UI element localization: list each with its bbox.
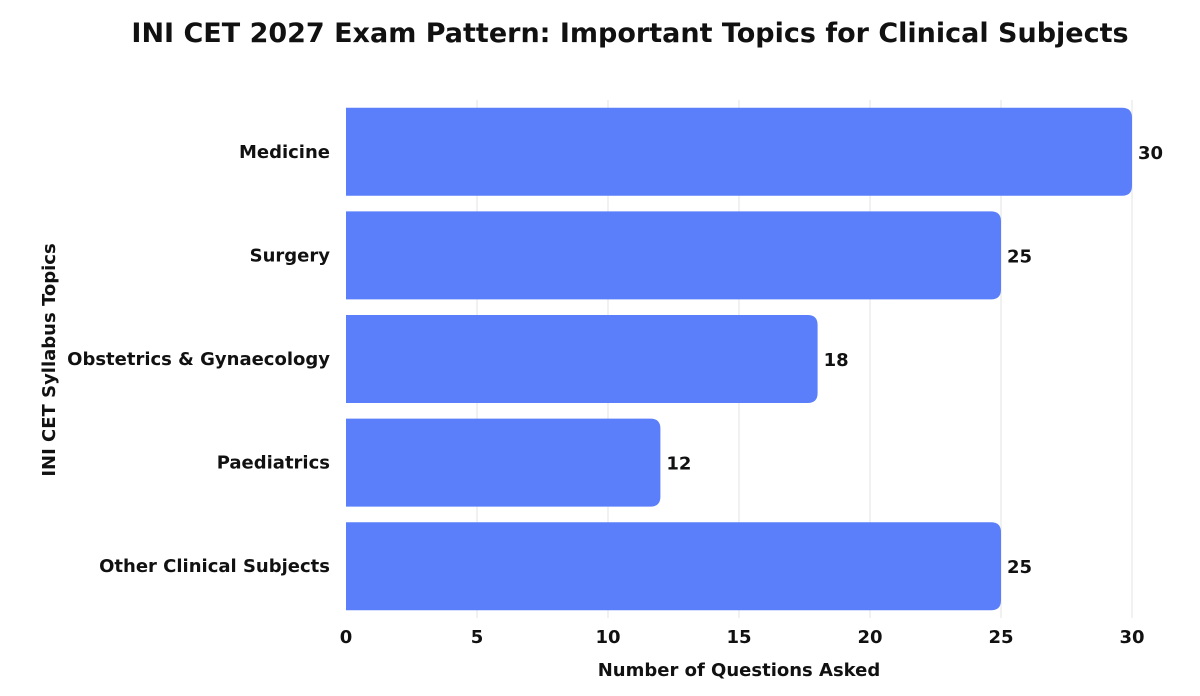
category-label: Other Clinical Subjects [99,556,330,577]
x-tick-label: 25 [988,627,1013,648]
x-tick-label: 30 [1119,627,1144,648]
bar [346,211,1001,300]
x-tick-labels: 0 5 10 15 20 25 30 [340,627,1145,648]
bar [346,522,1001,611]
x-tick-label: 20 [857,627,882,648]
bar [346,418,661,507]
data-labels: 30 25 18 12 25 [666,143,1163,578]
category-label: Paediatrics [217,453,330,474]
data-label: 12 [666,454,691,475]
chart-title: INI CET 2027 Exam Pattern: Important Top… [131,18,1128,49]
x-tick-label: 0 [340,627,353,648]
bars [346,107,1132,611]
category-label: Obstetrics & Gynaecology [67,349,330,370]
x-tick-label: 5 [471,627,484,648]
data-label: 25 [1007,246,1032,267]
data-label: 30 [1138,143,1163,164]
category-label: Surgery [250,245,331,266]
bar [346,107,1132,196]
data-label: 18 [824,350,849,371]
x-axis-title: Number of Questions Asked [598,660,881,681]
category-label: Medicine [239,142,330,163]
x-tick-label: 10 [595,627,620,648]
data-label: 25 [1007,557,1032,578]
x-tick-label: 15 [726,627,751,648]
bar [346,315,818,403]
category-labels: Medicine Surgery Obstetrics & Gynaecology P… [67,142,330,577]
y-axis-title: INI CET Syllabus Topics [39,243,60,476]
